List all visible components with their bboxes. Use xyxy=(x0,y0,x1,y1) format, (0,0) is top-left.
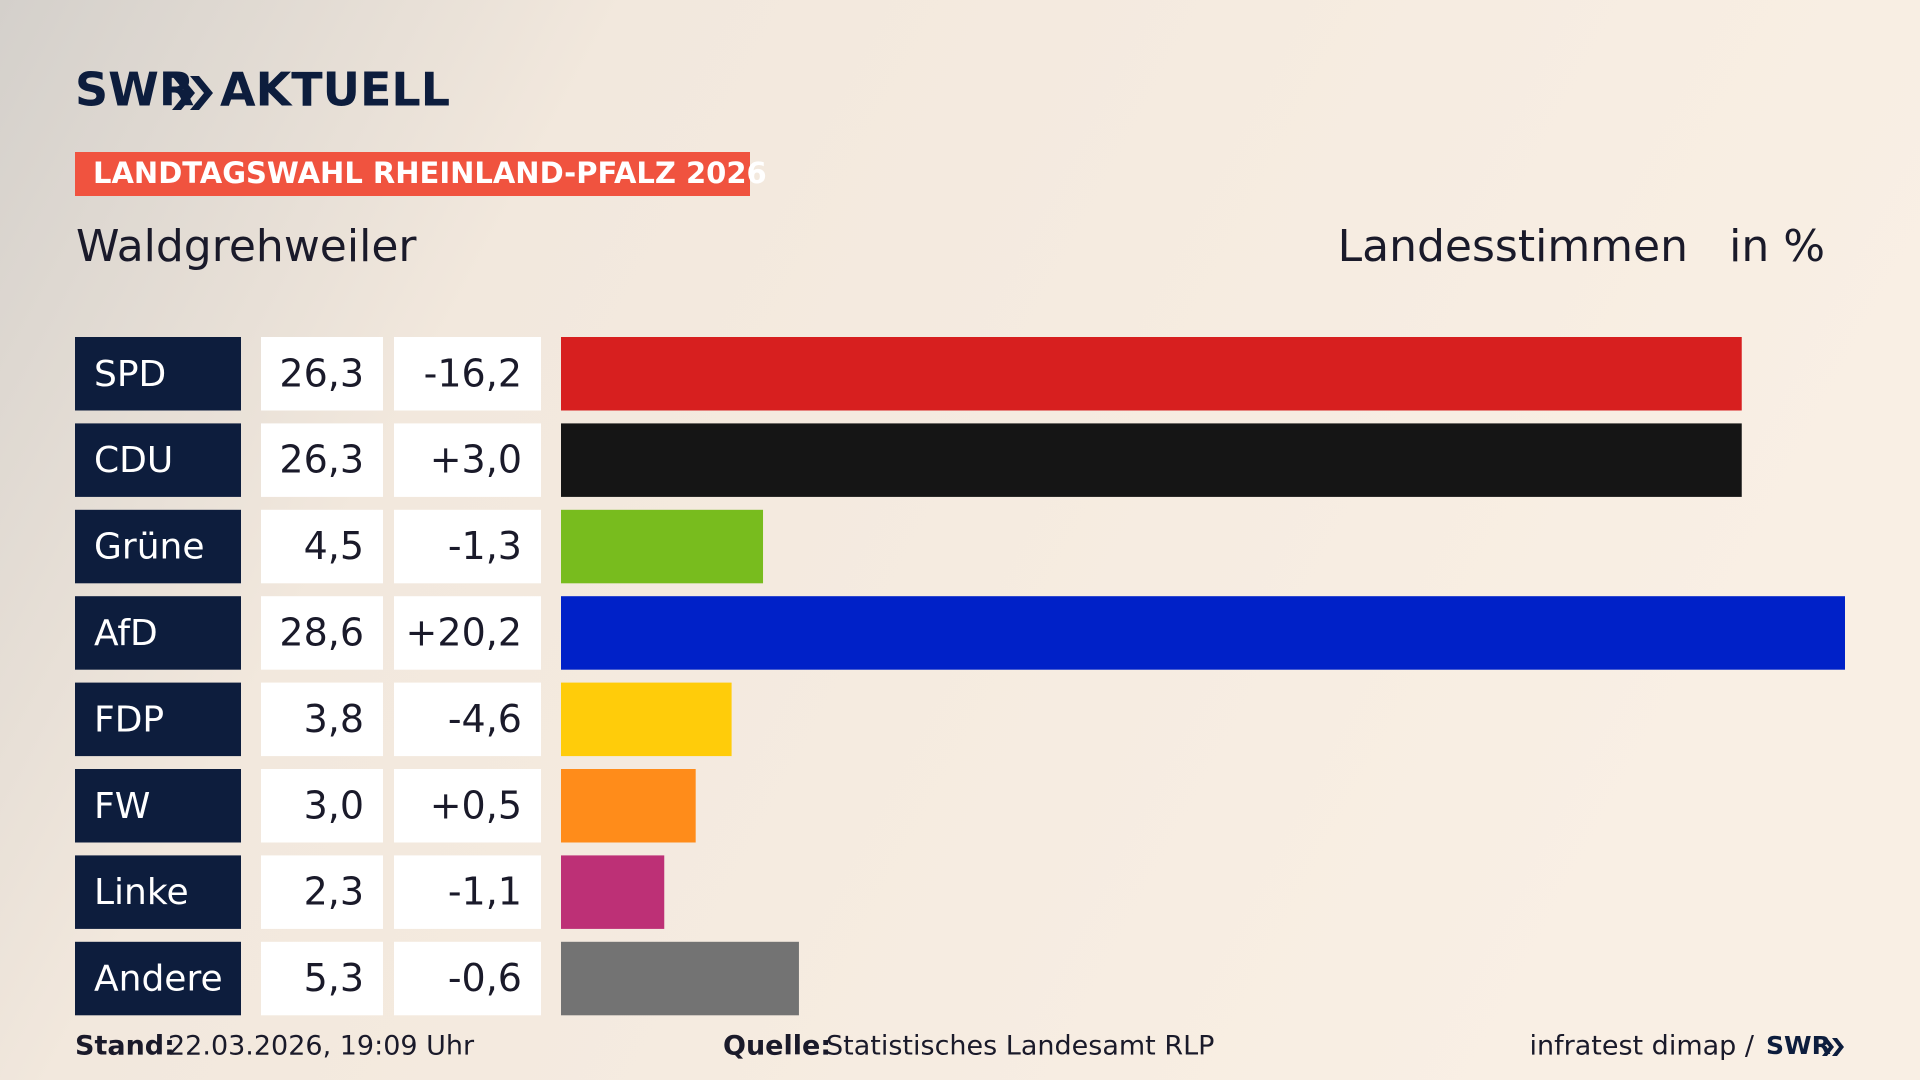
bar xyxy=(561,855,665,929)
value-cell xyxy=(261,596,383,670)
source-label: Quelle: xyxy=(723,1031,831,1062)
change-cell xyxy=(394,337,541,411)
subtitle: Landesstimmen xyxy=(1338,221,1688,272)
banner-bg xyxy=(75,152,750,196)
value-label: 26,3 xyxy=(279,351,364,395)
change-cell xyxy=(394,509,541,584)
change-label: -16,2 xyxy=(424,351,522,395)
change-label: -1,3 xyxy=(448,524,522,568)
value-cell xyxy=(261,941,383,1016)
party-label: SPD xyxy=(94,354,166,395)
party-cell xyxy=(75,337,241,411)
value-cell xyxy=(261,509,383,584)
party-label: FW xyxy=(94,786,150,827)
value-cell xyxy=(261,855,383,929)
change-cell xyxy=(394,682,541,757)
change-cell xyxy=(394,769,541,843)
credit-logo: SWR xyxy=(1766,1031,1831,1060)
value-label: 26,3 xyxy=(279,438,364,482)
change-label: -4,6 xyxy=(448,697,522,741)
change-label: -0,6 xyxy=(448,956,522,1000)
value-cell xyxy=(261,423,383,497)
party-label: CDU xyxy=(94,440,173,481)
value-cell xyxy=(261,682,383,757)
party-cell xyxy=(75,941,241,1016)
credit: infratest dimap / xyxy=(1529,1031,1754,1062)
party-cell xyxy=(75,509,241,584)
party-label: FDP xyxy=(94,699,164,740)
stand: 22.03.2026, 19:09 Uhr xyxy=(168,1031,475,1062)
party-label: Grüne xyxy=(94,527,204,568)
bar xyxy=(561,423,1742,497)
value-label: 5,3 xyxy=(304,956,364,1000)
change-cell xyxy=(394,423,541,497)
party-cell xyxy=(75,423,241,497)
change-cell xyxy=(394,941,541,1016)
bar xyxy=(561,682,732,757)
brand-suffix: AKTUELL xyxy=(220,63,450,117)
party-cell xyxy=(75,769,241,843)
value-cell xyxy=(261,769,383,843)
bar xyxy=(561,337,1742,411)
rows: SPD 26,3 -16,2 CDU 26,3 +3,0 Grüne 4,5 -1,3 AfD 28… xyxy=(75,337,1845,1016)
change-cell xyxy=(394,855,541,929)
banner: LANDTAGSWAHL RHEINLAND-PFALZ 2026 xyxy=(93,156,767,190)
party-cell xyxy=(75,855,241,929)
change-label: +20,2 xyxy=(406,610,522,654)
change-label: +3,0 xyxy=(430,438,522,482)
value-label: 3,0 xyxy=(304,783,364,827)
value-label: 28,6 xyxy=(279,610,364,654)
value-label: 4,5 xyxy=(304,524,364,568)
party-label: Andere xyxy=(94,959,223,1000)
party-label: Linke xyxy=(94,872,189,913)
party-cell xyxy=(75,596,241,670)
value-label: 2,3 xyxy=(304,870,364,914)
credit-chevrons xyxy=(1822,1038,1844,1056)
bar xyxy=(561,596,1845,670)
value-cell xyxy=(261,337,383,411)
change-label: +0,5 xyxy=(430,783,522,827)
party-label: AfD xyxy=(94,613,158,654)
value-label: 3,8 xyxy=(304,697,364,741)
party-cell xyxy=(75,682,241,757)
bar xyxy=(561,509,764,584)
change-cell xyxy=(394,596,541,670)
bar xyxy=(561,941,799,1016)
source: Statistisches Landesamt RLP xyxy=(826,1031,1214,1062)
unit: in % xyxy=(1729,221,1825,272)
stand-label: Stand: xyxy=(75,1031,175,1062)
bar xyxy=(561,769,696,843)
change-label: -1,1 xyxy=(448,870,522,914)
brand-chevrons xyxy=(172,76,213,110)
chart-title: Waldgrehweiler xyxy=(76,221,417,272)
